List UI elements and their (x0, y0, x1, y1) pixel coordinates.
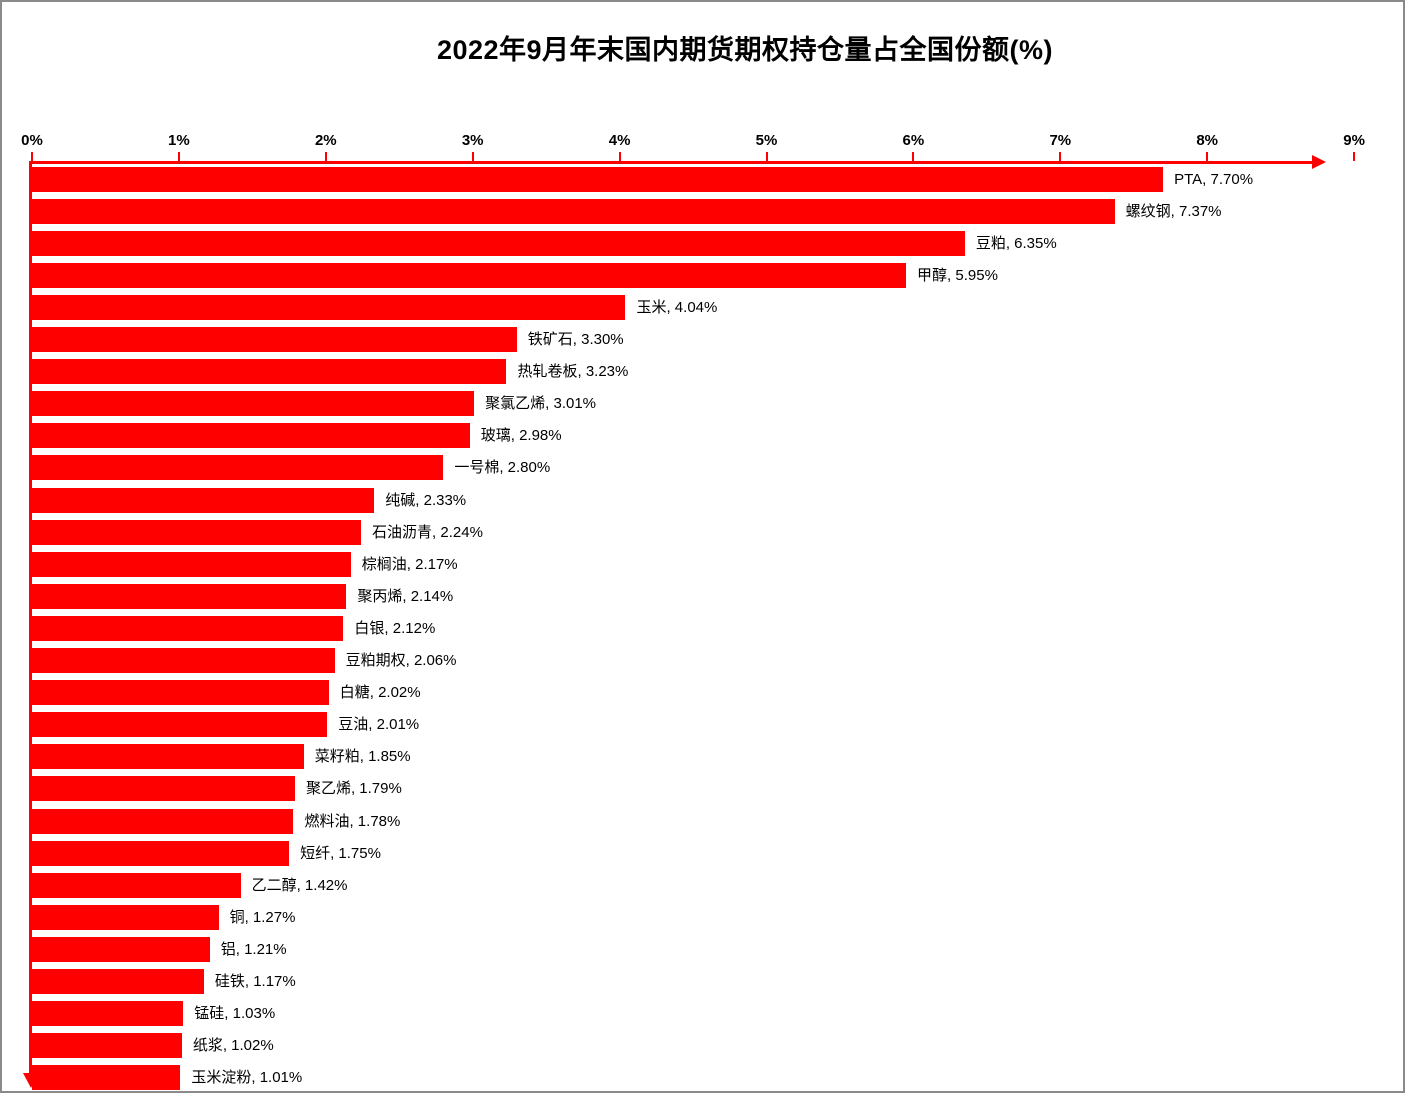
bar (32, 391, 475, 417)
y-axis-line (29, 161, 32, 1074)
x-axis-tick-label: 8% (1196, 132, 1219, 149)
x-axis-tick-label: 5% (755, 132, 778, 149)
bar-value-label: 铜, 1.27% (229, 908, 296, 926)
chart-title: 2022年9月年末国内期货期权持仓量占全国份额(%) (436, 35, 1054, 65)
bar-value-label: 纯碱, 2.33% (385, 491, 467, 509)
bar-value-label: 燃料油, 1.78% (304, 812, 401, 830)
bar-value-label: 聚乙烯, 1.79% (305, 780, 402, 798)
bar (32, 230, 965, 256)
x-axis-tick-mark (618, 152, 621, 161)
x-axis-tick-label: 0% (21, 132, 43, 149)
bar-value-label: 短纤, 1.75% (300, 844, 381, 862)
x-axis-tick-label: 1% (168, 132, 190, 149)
bar (32, 969, 204, 994)
bar (32, 455, 444, 481)
bar-value-label: 乙二醇, 1.42% (251, 876, 348, 894)
x-axis-right-arrow-icon (1312, 155, 1327, 169)
x-axis-tick-mark (912, 152, 915, 161)
bar (32, 872, 241, 898)
bar (32, 551, 351, 577)
bar-value-label: 菜籽粕, 1.85% (314, 748, 411, 766)
bar-value-label: 一号棉, 2.80% (454, 459, 551, 477)
x-axis-tick-mark (1059, 152, 1062, 161)
bar-value-label: 白糖, 2.02% (339, 684, 421, 702)
bar (32, 904, 219, 930)
bar-value-label: PTA, 7.70% (1174, 170, 1254, 188)
bar-value-label: 聚氯乙烯, 3.01% (485, 395, 597, 413)
bar (32, 776, 295, 802)
bar-value-label: 铁矿石, 3.30% (527, 331, 624, 348)
bar (32, 648, 335, 673)
x-axis-tick-label: 3% (461, 132, 484, 149)
x-axis-tick-mark (471, 152, 474, 161)
bar-value-label: 热轧卷板, 3.23% (517, 363, 629, 381)
x-axis-tick-mark (177, 152, 180, 161)
bar-value-label: 石油沥青, 2.24% (372, 523, 483, 541)
bar (32, 327, 517, 352)
x-axis-tick-label: 2% (314, 132, 337, 149)
bar (32, 1001, 184, 1027)
bar (32, 840, 290, 866)
bar (32, 519, 362, 545)
bar-value-label: 甲醇, 5.95% (917, 266, 998, 284)
bar-value-label: 白银, 2.12% (354, 619, 436, 637)
bar-value-label: 玻璃, 2.98% (480, 427, 562, 445)
bar (32, 487, 375, 513)
bar-value-label: 玉米, 4.04% (636, 298, 718, 316)
bar-value-label: 硅铁, 1.17% (214, 973, 296, 990)
x-axis-tick-label: 6% (902, 132, 925, 149)
bar (32, 262, 907, 288)
bar (32, 615, 344, 641)
x-axis-line (29, 161, 1315, 164)
bar (32, 808, 294, 834)
bar-value-label: 螺纹钢, 7.37% (1125, 202, 1222, 220)
x-axis-tick-mark (765, 152, 768, 161)
bar (32, 583, 347, 609)
bar (32, 423, 470, 449)
x-axis-tick-label: 7% (1049, 132, 1072, 149)
bar (32, 359, 507, 385)
x-axis-tick-label: 4% (608, 132, 631, 149)
x-axis-tick-mark (1206, 152, 1209, 161)
bar (32, 744, 304, 770)
bar-value-label: 豆粕, 6.35% (975, 234, 1057, 252)
x-axis-tick-label: 9% (1343, 132, 1365, 149)
bar-value-label: 铝, 1.21% (220, 940, 287, 958)
bar (32, 1065, 181, 1091)
bar (32, 198, 1115, 224)
x-axis-tick-mark (31, 152, 33, 161)
x-axis-tick-mark (324, 152, 327, 161)
bar-value-label: 玉米淀粉, 1.01% (191, 1069, 303, 1087)
bar (32, 294, 626, 320)
bar (32, 712, 328, 738)
bar-value-label: 聚丙烯, 2.14% (357, 587, 454, 605)
bar-value-label: 豆油, 2.01% (338, 716, 420, 734)
bar (32, 680, 329, 706)
bar-value-label: 纸浆, 1.02% (192, 1037, 274, 1055)
bar-value-label: 棕榈油, 2.17% (361, 555, 458, 573)
bar (32, 166, 1164, 192)
bar-value-label: 锰硅, 1.03% (194, 1005, 276, 1023)
x-axis-tick-mark (1353, 152, 1356, 161)
bar-value-label: 豆粕期权, 2.06% (345, 652, 457, 669)
bar (32, 936, 210, 962)
bar (32, 1033, 182, 1059)
